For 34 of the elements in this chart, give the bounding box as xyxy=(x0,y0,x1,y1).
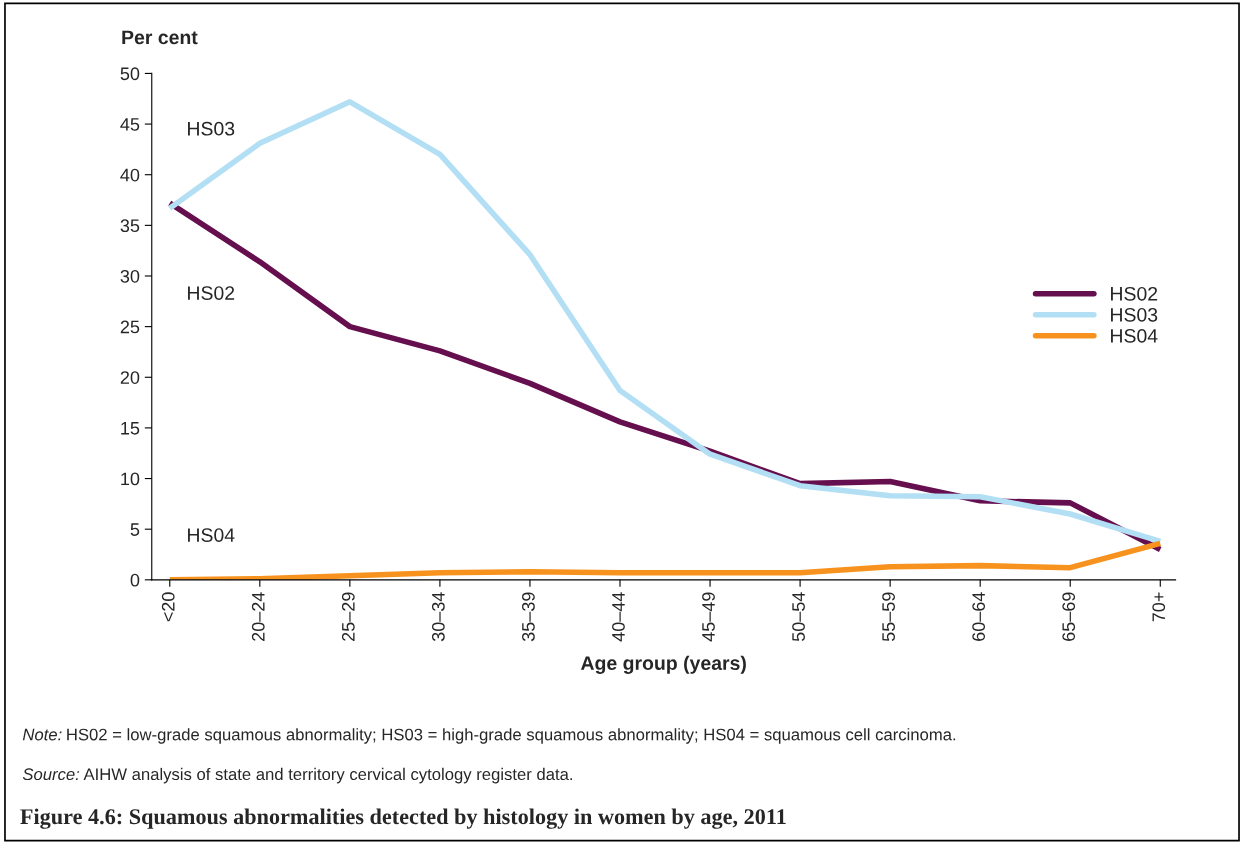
x-tick-label: 55–59 xyxy=(882,592,895,642)
x-tick-label: 40–44 xyxy=(612,592,625,642)
text: HS04 xyxy=(188,528,235,542)
y-tick-label: 40 xyxy=(120,168,140,182)
x-tick-label: 35–39 xyxy=(522,592,535,642)
y-tick-label: 20 xyxy=(120,371,140,384)
source-note: Source: AIHW analysis of state and territory cervical cytology register data. xyxy=(22,767,572,784)
x-tick-label: 65–69 xyxy=(1062,592,1076,641)
y-tick-label: 5 xyxy=(130,523,140,536)
x-axis-title: Age group (years) xyxy=(580,655,746,674)
y-tick-label: 35 xyxy=(120,219,140,233)
text: HS02 xyxy=(188,286,235,300)
y-tick-label: 30 xyxy=(120,269,140,283)
legend-label: HS02 xyxy=(1111,286,1158,301)
legend-label: HS04 xyxy=(1111,328,1158,343)
x-tick-label: 60–64 xyxy=(972,592,986,641)
x-tick-label: 50–54 xyxy=(792,592,805,642)
y-tick-label: 0 xyxy=(130,573,140,587)
y-tick-label: 25 xyxy=(120,320,140,334)
x-tick-label: 30–34 xyxy=(431,592,445,642)
y-tick-label: 15 xyxy=(121,422,140,435)
text: HS03 xyxy=(188,121,235,136)
text: Figure 4.6: Squamous abnormalities detected by histology in women by age, 2011 xyxy=(20,808,786,829)
y-tick-label: 10 xyxy=(121,472,140,486)
x-tick-label: 20–24 xyxy=(251,592,265,641)
y-tick-label: 45 xyxy=(120,118,140,131)
text: Note: HS02 = low-grade squamous abnormality; HS03 = high-grade squamous abnormality; HS04 = squamous cell carcinoma. xyxy=(22,728,956,744)
x-tick-label: 70+ xyxy=(1152,592,1166,622)
y-tick-label: 50 xyxy=(120,67,140,81)
legend-label: HS03 xyxy=(1111,307,1158,322)
x-tick-label: 45–49 xyxy=(702,592,715,642)
x-tick-label: <20 xyxy=(161,592,175,622)
x-tick-label: 25–29 xyxy=(341,592,355,641)
y-axis-title: Per cent xyxy=(122,30,198,45)
